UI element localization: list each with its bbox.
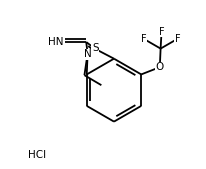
Text: S: S [92, 43, 98, 53]
Text: O: O [155, 62, 163, 72]
Text: HCl: HCl [28, 150, 46, 160]
Text: HN: HN [48, 37, 63, 47]
Text: F: F [158, 27, 163, 37]
Text: F: F [140, 34, 146, 44]
Text: N: N [83, 49, 91, 59]
Text: F: F [174, 34, 179, 44]
